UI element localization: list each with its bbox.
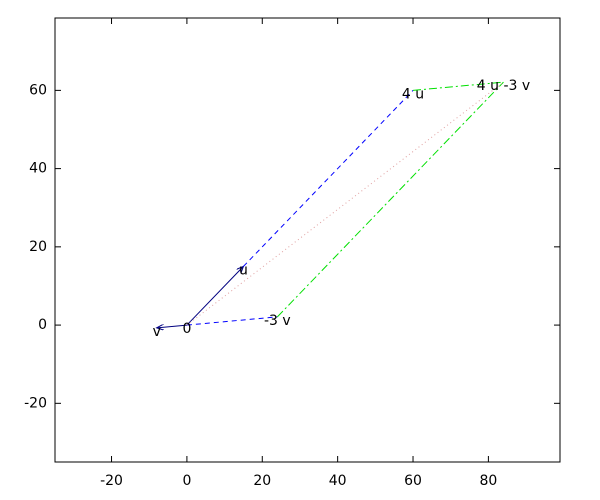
y-tick-label: 60 [29, 82, 47, 98]
vector-label: u [239, 262, 248, 278]
vector-label: 4 u [402, 86, 424, 102]
x-tick-label: 0 [182, 473, 191, 489]
vector-segment [243, 90, 414, 267]
x-tick-label: 40 [329, 473, 347, 489]
y-tick-label: -20 [24, 395, 47, 411]
y-tick-label: 0 [38, 317, 47, 333]
vector-segment [186, 266, 244, 326]
vector-segment [157, 325, 187, 328]
vector-label: 0 [182, 321, 191, 337]
plot-frame [54, 17, 561, 463]
y-tick-label: 40 [29, 161, 47, 177]
vector-segment [412, 81, 504, 91]
x-tick-label: 60 [404, 473, 422, 489]
vector-label: 4 u -3 v [477, 78, 530, 94]
x-tick-label: 80 [479, 473, 497, 489]
x-tick-label: -20 [100, 473, 123, 489]
vector-segment [186, 316, 278, 326]
vector-segment [276, 81, 504, 318]
vector-label: -3 v [264, 313, 291, 329]
x-tick-label: 20 [253, 473, 271, 489]
vector-label: v [153, 324, 161, 340]
vector-segment [186, 81, 504, 326]
y-tick-label: 20 [29, 239, 47, 255]
